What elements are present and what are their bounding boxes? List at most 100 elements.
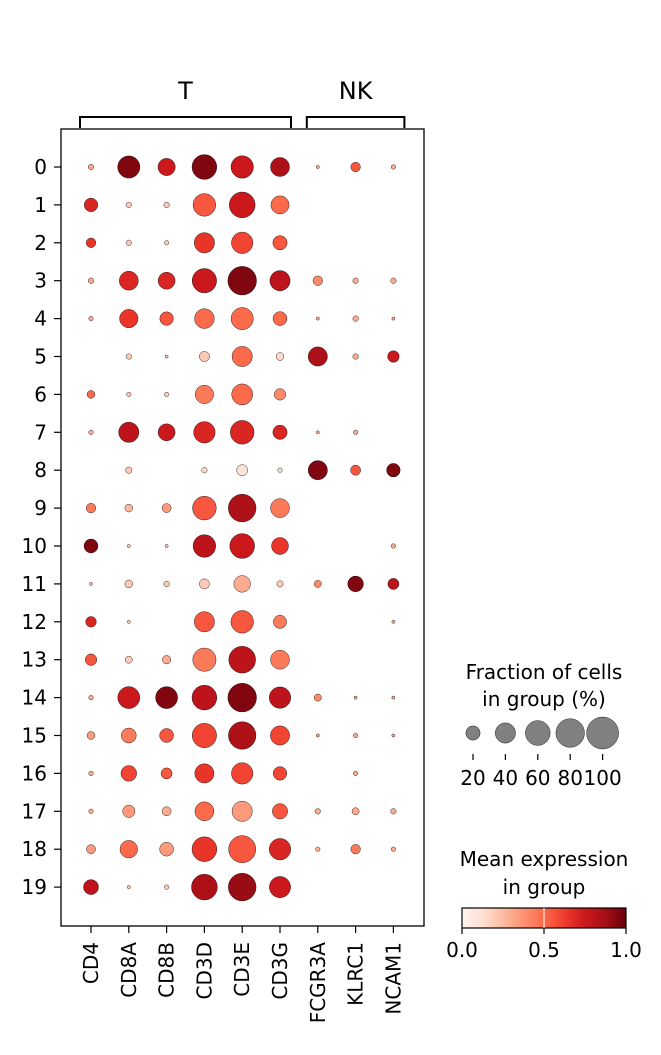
- dot-11-cd8a: [124, 579, 133, 589]
- dot-7-cd8a: [118, 421, 140, 443]
- y-tick-label-5: 5: [34, 345, 47, 369]
- dot-16-cd8a: [120, 765, 137, 782]
- dot-15-cd3d: [192, 723, 217, 748]
- dot-4-klrc1: [352, 315, 359, 322]
- dot-13-cd3d: [192, 647, 217, 672]
- size-legend-title-line-2: in group (%): [482, 687, 606, 711]
- dot-4-ncam1: [391, 316, 396, 321]
- y-tick-label-0: 0: [34, 155, 47, 179]
- dot-5-cd3e: [231, 346, 253, 367]
- dot-8-ncam1: [386, 463, 401, 478]
- dot-1-cd3g: [270, 195, 290, 215]
- dot-3-cd3g: [269, 270, 291, 292]
- dot-15-ncam1: [391, 733, 396, 738]
- dot-15-fcgr3a: [315, 733, 320, 738]
- size-legend-dot-60: [525, 720, 551, 746]
- dot-5-cd8a: [125, 353, 132, 360]
- dot-15-cd8b: [159, 728, 174, 743]
- dot-11-ncam1: [387, 578, 400, 590]
- dot-14-klrc1: [353, 695, 358, 700]
- group-bracket-nk: [305, 116, 406, 128]
- dot-14-cd4: [88, 695, 94, 701]
- dot-18-klrc1: [350, 844, 361, 855]
- dot-9-cd8a: [124, 503, 133, 513]
- dot-8-cd3g: [277, 467, 283, 473]
- y-tick-label-6: 6: [34, 382, 47, 406]
- gene-group-brackets: T NK: [79, 77, 406, 128]
- colorbar-label-1: 0.5: [528, 938, 560, 962]
- group-label-t: T: [177, 77, 193, 105]
- dot-4-cd4: [88, 316, 94, 322]
- dot-10-cd8b: [164, 544, 169, 548]
- colorbar-label-2: 1.0: [610, 938, 642, 962]
- y-tick-label-10: 10: [22, 534, 47, 558]
- dot-9-cd3e: [228, 494, 257, 523]
- size-legend-label-20: 20: [460, 766, 485, 790]
- dot-7-klrc1: [353, 429, 359, 435]
- size-legend-dot-80: [555, 718, 585, 748]
- size-legend-label-40: 40: [493, 766, 518, 790]
- dot-9-cd3d: [192, 496, 217, 521]
- dot-0-fcgr3a: [315, 165, 320, 169]
- dot-10-cd3e: [229, 533, 255, 559]
- dot-4-cd3g: [272, 311, 288, 326]
- dot-17-fcgr3a: [314, 808, 321, 815]
- y-tick-label-1: 1: [34, 193, 47, 217]
- dot-11-cd3e: [233, 575, 251, 593]
- dot-7-cd3g: [272, 424, 288, 440]
- y-tick-label-4: 4: [34, 307, 47, 331]
- dot-15-cd8a: [121, 727, 137, 744]
- dot-19-cd8a: [127, 885, 131, 889]
- x-tick-label-cd3e: CD3E: [230, 942, 254, 997]
- dot-14-cd8b: [155, 686, 178, 709]
- dot-11-fcgr3a: [314, 580, 322, 588]
- dot-5-cd8b: [164, 354, 169, 359]
- dot-17-cd3e: [231, 800, 253, 822]
- dot-6-cd3g: [274, 388, 286, 401]
- y-tick-label-18: 18: [22, 837, 47, 861]
- y-tick-label-17: 17: [22, 799, 47, 823]
- dot-9-cd8b: [161, 503, 172, 513]
- x-tick-label-cd8b: CD8B: [155, 942, 179, 998]
- dot-7-cd3d: [193, 421, 216, 444]
- dot-13-cd8b: [162, 655, 172, 665]
- dot-3-cd8b: [157, 272, 176, 290]
- y-tick-label-2: 2: [34, 231, 47, 255]
- dot-0-cd3d: [191, 154, 217, 180]
- group-label-nk: NK: [339, 77, 374, 105]
- dot-0-cd4: [88, 164, 94, 170]
- dot-0-cd3g: [270, 157, 290, 177]
- dot-19-cd3e: [228, 873, 257, 902]
- size-legend-label-100: 100: [584, 766, 622, 790]
- dot-12-ncam1: [391, 620, 396, 624]
- dot-16-cd3g: [273, 766, 287, 781]
- dot-8-cd3d: [201, 467, 208, 474]
- dot-3-cd3d: [192, 268, 217, 294]
- x-tick-label-cd3d: CD3D: [192, 942, 216, 1000]
- dot-5-cd3d: [199, 351, 210, 362]
- dot-14-cd3d: [191, 685, 217, 711]
- dot-11-cd3g: [276, 580, 284, 588]
- dot-7-cd4: [88, 429, 94, 435]
- y-tick-label-13: 13: [22, 648, 47, 672]
- y-tick-label-12: 12: [22, 610, 47, 634]
- dot-16-klrc1: [353, 770, 359, 776]
- dot-15-klrc1: [353, 733, 359, 738]
- dot-4-cd3d: [194, 308, 215, 329]
- dot-8-cd3e: [236, 464, 248, 476]
- y-tick-label-16: 16: [22, 761, 47, 785]
- dot-14-ncam1: [391, 695, 396, 700]
- y-tick-label-8: 8: [34, 458, 47, 482]
- dot-14-fcgr3a: [314, 693, 322, 702]
- dot-9-cd4: [85, 503, 96, 514]
- size-legend-dot-100: [586, 716, 619, 750]
- dot-3-cd3e: [227, 266, 257, 296]
- size-legend: Fraction of cells in group (%) 20 40 60 80 100: [460, 660, 622, 790]
- dot-18-cd8a: [119, 840, 138, 859]
- dot-16-cd3e: [231, 762, 254, 785]
- dot-17-ncam1: [390, 808, 397, 815]
- dot-19-cd3g: [269, 876, 291, 898]
- dot-7-fcgr3a: [315, 430, 320, 435]
- dot-16-cd4: [88, 770, 94, 776]
- dot-5-fcgr3a: [307, 346, 328, 367]
